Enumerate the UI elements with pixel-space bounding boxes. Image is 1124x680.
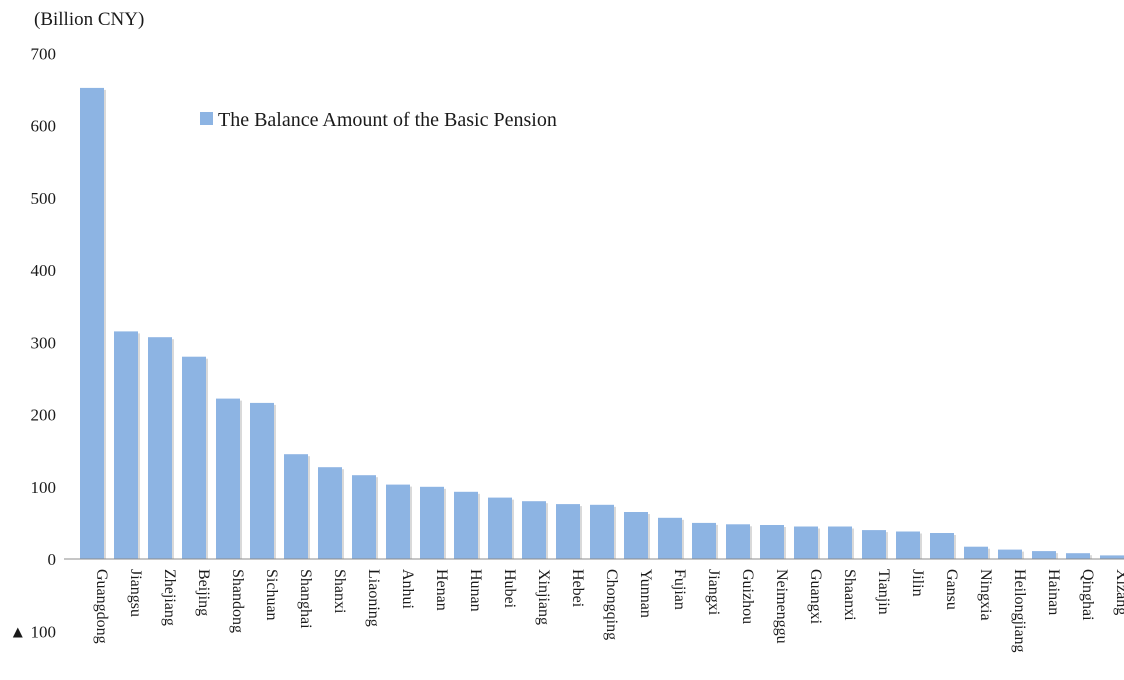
- x-category-label: Xinjiang: [535, 569, 552, 625]
- bar: [216, 398, 240, 559]
- y-axis-unit-label: (Billion CNY): [34, 9, 144, 30]
- x-category-label: Hubei: [501, 569, 518, 609]
- bar: [114, 331, 138, 559]
- x-category-label: Tianjin: [875, 569, 892, 615]
- bar: [726, 524, 750, 559]
- x-category-label: Anhui: [399, 569, 416, 610]
- bar: [624, 512, 648, 559]
- bar: [80, 87, 104, 560]
- y-tick-label: 200: [31, 406, 57, 425]
- x-category-label: Guangxi: [807, 569, 824, 625]
- bar: [1032, 551, 1056, 559]
- x-category-label: Jiangsu: [127, 569, 144, 617]
- x-category-label: Henan: [433, 569, 450, 611]
- legend-label: The Balance Amount of the Basic Pension: [218, 109, 557, 131]
- y-tick-label: 700: [31, 44, 57, 63]
- bar: [998, 549, 1022, 559]
- bar: [454, 491, 478, 559]
- x-category-label: Beijing: [195, 569, 212, 616]
- bar: [284, 454, 308, 559]
- x-category-label: Ningxia: [977, 569, 994, 621]
- x-category-label: Qinghai: [1079, 569, 1096, 621]
- y-axis-ticks: 700 600 500 400 300 200 100 0 ▲ 100: [9, 44, 56, 641]
- y-tick-label: ▲ 100: [9, 622, 56, 641]
- bar: [964, 546, 988, 559]
- bar: [862, 530, 886, 559]
- bar: [658, 517, 682, 559]
- y-tick-label: 300: [31, 333, 57, 352]
- x-category-label: Hainan: [1045, 569, 1062, 615]
- x-category-label: Shandong: [229, 569, 246, 633]
- x-category-label: Fujian: [671, 569, 688, 610]
- y-tick-label: 400: [31, 261, 57, 280]
- x-category-label: Shanghai: [297, 569, 314, 629]
- x-category-label: Chongqing: [603, 569, 620, 640]
- bar: [828, 526, 852, 559]
- legend-swatch: [200, 112, 213, 125]
- y-tick-label: 500: [31, 189, 57, 208]
- x-category-label: Shaanxi: [841, 569, 858, 621]
- bar: [182, 356, 206, 559]
- y-tick-label: 600: [31, 117, 57, 136]
- x-category-label: Guangdong: [93, 569, 110, 644]
- bar: [250, 402, 274, 559]
- bar: [386, 484, 410, 559]
- bar: [352, 475, 376, 559]
- bar: [318, 467, 342, 559]
- x-category-label: Guizhou: [739, 569, 756, 624]
- bar: [420, 486, 444, 560]
- bars: [80, 87, 1124, 560]
- x-category-label: Yunnan: [637, 569, 654, 618]
- x-category-label: Shanxi: [331, 569, 348, 614]
- bar: [488, 497, 512, 559]
- x-category-label: Gansu: [943, 569, 960, 610]
- x-category-label: Hebei: [569, 569, 586, 608]
- bar: [794, 526, 818, 559]
- x-category-label: Hunan: [467, 569, 484, 612]
- x-category-label: Sichuan: [263, 569, 280, 621]
- x-axis-category-labels: Guangdong Jiangsu Zhejiang Beijing Shandong S…: [93, 569, 1124, 653]
- x-category-label: Jiangxi: [705, 569, 722, 616]
- y-tick-label: 100: [31, 478, 57, 497]
- bar: [522, 501, 546, 559]
- x-category-label: Xizang: [1113, 569, 1124, 615]
- bar: [1100, 555, 1124, 559]
- bar: [590, 504, 614, 559]
- y-tick-label: 0: [48, 550, 57, 569]
- x-category-label: Neimenggu: [773, 569, 790, 644]
- bar: [760, 525, 784, 559]
- bar: [1066, 553, 1090, 559]
- bar: [692, 522, 716, 559]
- bar: [896, 531, 920, 559]
- bar: [930, 533, 954, 559]
- bar: [148, 337, 172, 559]
- bar: [556, 504, 580, 559]
- x-category-label: Heilongjiang: [1011, 569, 1028, 653]
- legend: The Balance Amount of the Basic Pension: [200, 109, 557, 131]
- x-category-label: Zhejiang: [161, 569, 178, 626]
- x-category-label: Liaoning: [365, 569, 382, 627]
- x-category-label: Jilin: [909, 569, 926, 597]
